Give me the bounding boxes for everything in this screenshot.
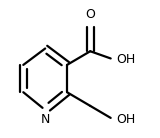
Text: OH: OH — [116, 53, 136, 66]
Text: N: N — [40, 113, 50, 126]
Text: O: O — [85, 8, 95, 21]
Text: OH: OH — [116, 113, 136, 126]
